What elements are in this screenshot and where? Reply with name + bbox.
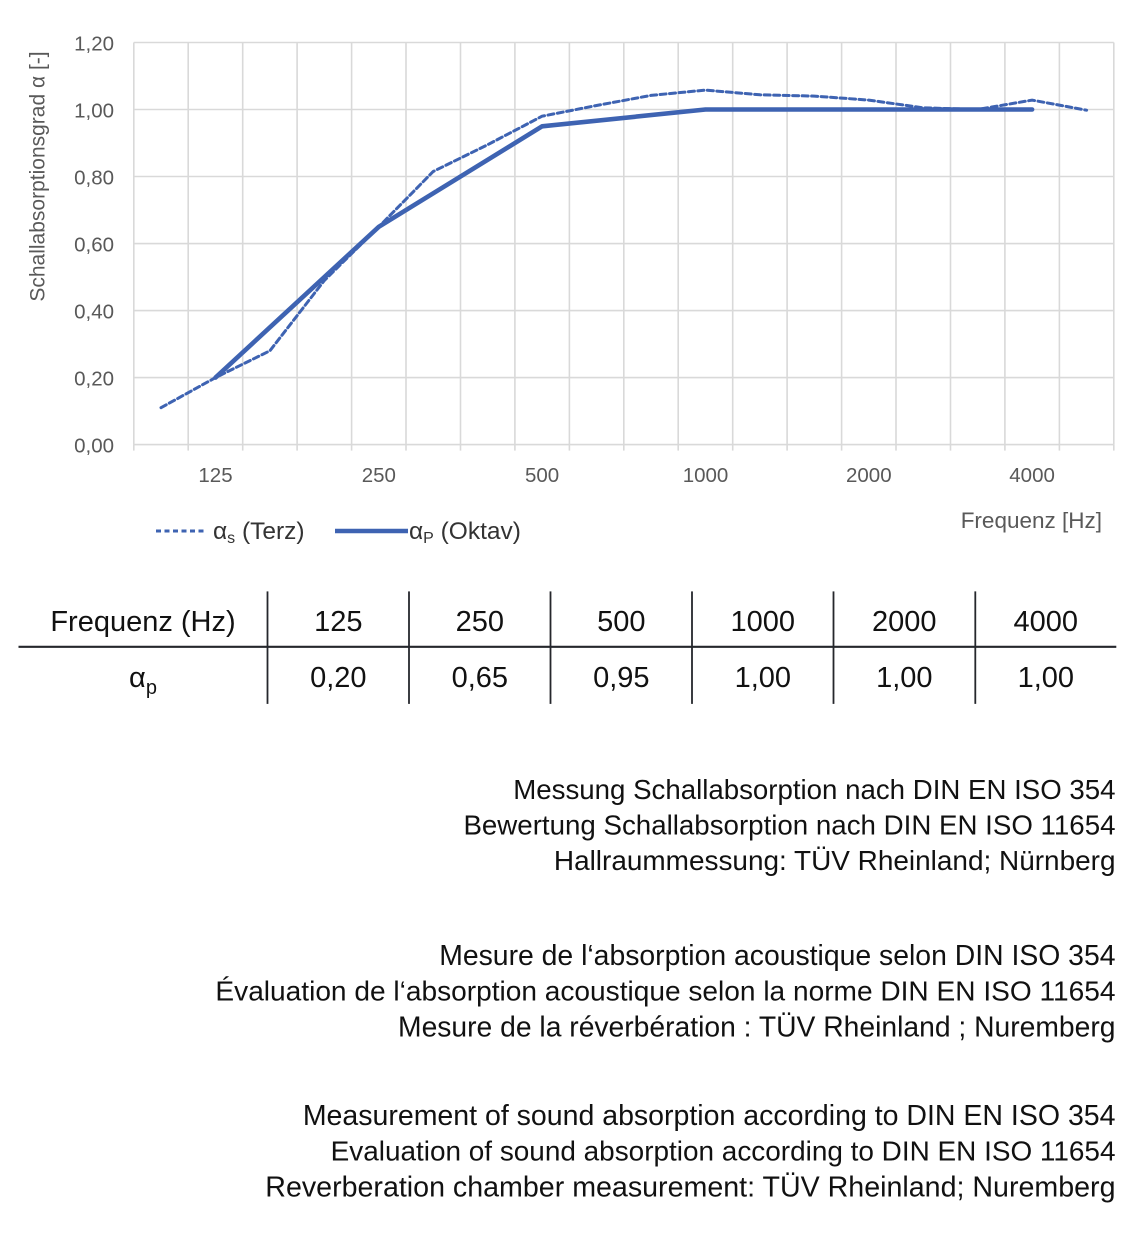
- svg-text:4000: 4000: [1009, 464, 1055, 487]
- svg-text:Measurement of sound absorptio: Measurement of sound absorption accordin…: [303, 1100, 1116, 1132]
- svg-text:125: 125: [314, 606, 362, 638]
- svg-text:0,95: 0,95: [593, 662, 649, 694]
- svg-text:1,00: 1,00: [876, 662, 932, 694]
- svg-text:0,60: 0,60: [74, 234, 114, 257]
- svg-text:Mesure de l‘absorption acousti: Mesure de l‘absorption acoustique selon …: [439, 940, 1115, 972]
- svg-text:αs (Terz): αs (Terz): [213, 518, 305, 547]
- svg-text:Frequenz (Hz): Frequenz (Hz): [50, 606, 235, 638]
- svg-text:0,00: 0,00: [74, 435, 114, 458]
- svg-text:250: 250: [456, 606, 504, 638]
- svg-text:1,00: 1,00: [1018, 662, 1074, 694]
- svg-text:Frequenz [Hz]: Frequenz [Hz]: [961, 508, 1102, 533]
- svg-text:0,20: 0,20: [74, 368, 114, 391]
- svg-text:Bewertung Schallabsorption nac: Bewertung Schallabsorption nach DIN EN I…: [463, 810, 1115, 841]
- svg-text:1000: 1000: [683, 464, 729, 487]
- svg-text:2000: 2000: [872, 606, 937, 638]
- svg-text:Messung Schallabsorption nach: Messung Schallabsorption nach DIN EN ISO…: [513, 774, 1115, 805]
- svg-text:0,65: 0,65: [452, 662, 508, 694]
- svg-text:1000: 1000: [731, 606, 796, 638]
- svg-text:1,00: 1,00: [74, 100, 114, 123]
- svg-text:Hallraummessung: TÜV Rheinland: Hallraummessung: TÜV Rheinland; Nürnberg: [554, 845, 1116, 876]
- svg-text:0,80: 0,80: [74, 167, 114, 190]
- svg-text:0,20: 0,20: [310, 662, 366, 694]
- svg-text:Reverberation chamber measurem: Reverberation chamber measurement: TÜV R…: [265, 1171, 1115, 1203]
- svg-text:250: 250: [362, 464, 396, 487]
- svg-text:1,00: 1,00: [735, 662, 791, 694]
- svg-text:500: 500: [597, 606, 645, 638]
- svg-text:2000: 2000: [846, 464, 892, 487]
- svg-text:Evaluation of sound absorption: Evaluation of sound absorption according…: [331, 1136, 1116, 1167]
- svg-text:1,20: 1,20: [74, 33, 114, 56]
- svg-text:500: 500: [525, 464, 559, 487]
- svg-text:Évaluation de l‘absorption aco: Évaluation de l‘absorption acoustique se…: [215, 976, 1115, 1007]
- svg-text:4000: 4000: [1014, 606, 1079, 638]
- svg-text:Schallabsorptionsgrad α [-]: Schallabsorptionsgrad α [-]: [27, 51, 50, 301]
- svg-text:125: 125: [198, 464, 232, 487]
- svg-text:0,40: 0,40: [74, 301, 114, 324]
- svg-text:Mesure de la réverbération : T: Mesure de la réverbération : TÜV Rheinla…: [398, 1010, 1115, 1042]
